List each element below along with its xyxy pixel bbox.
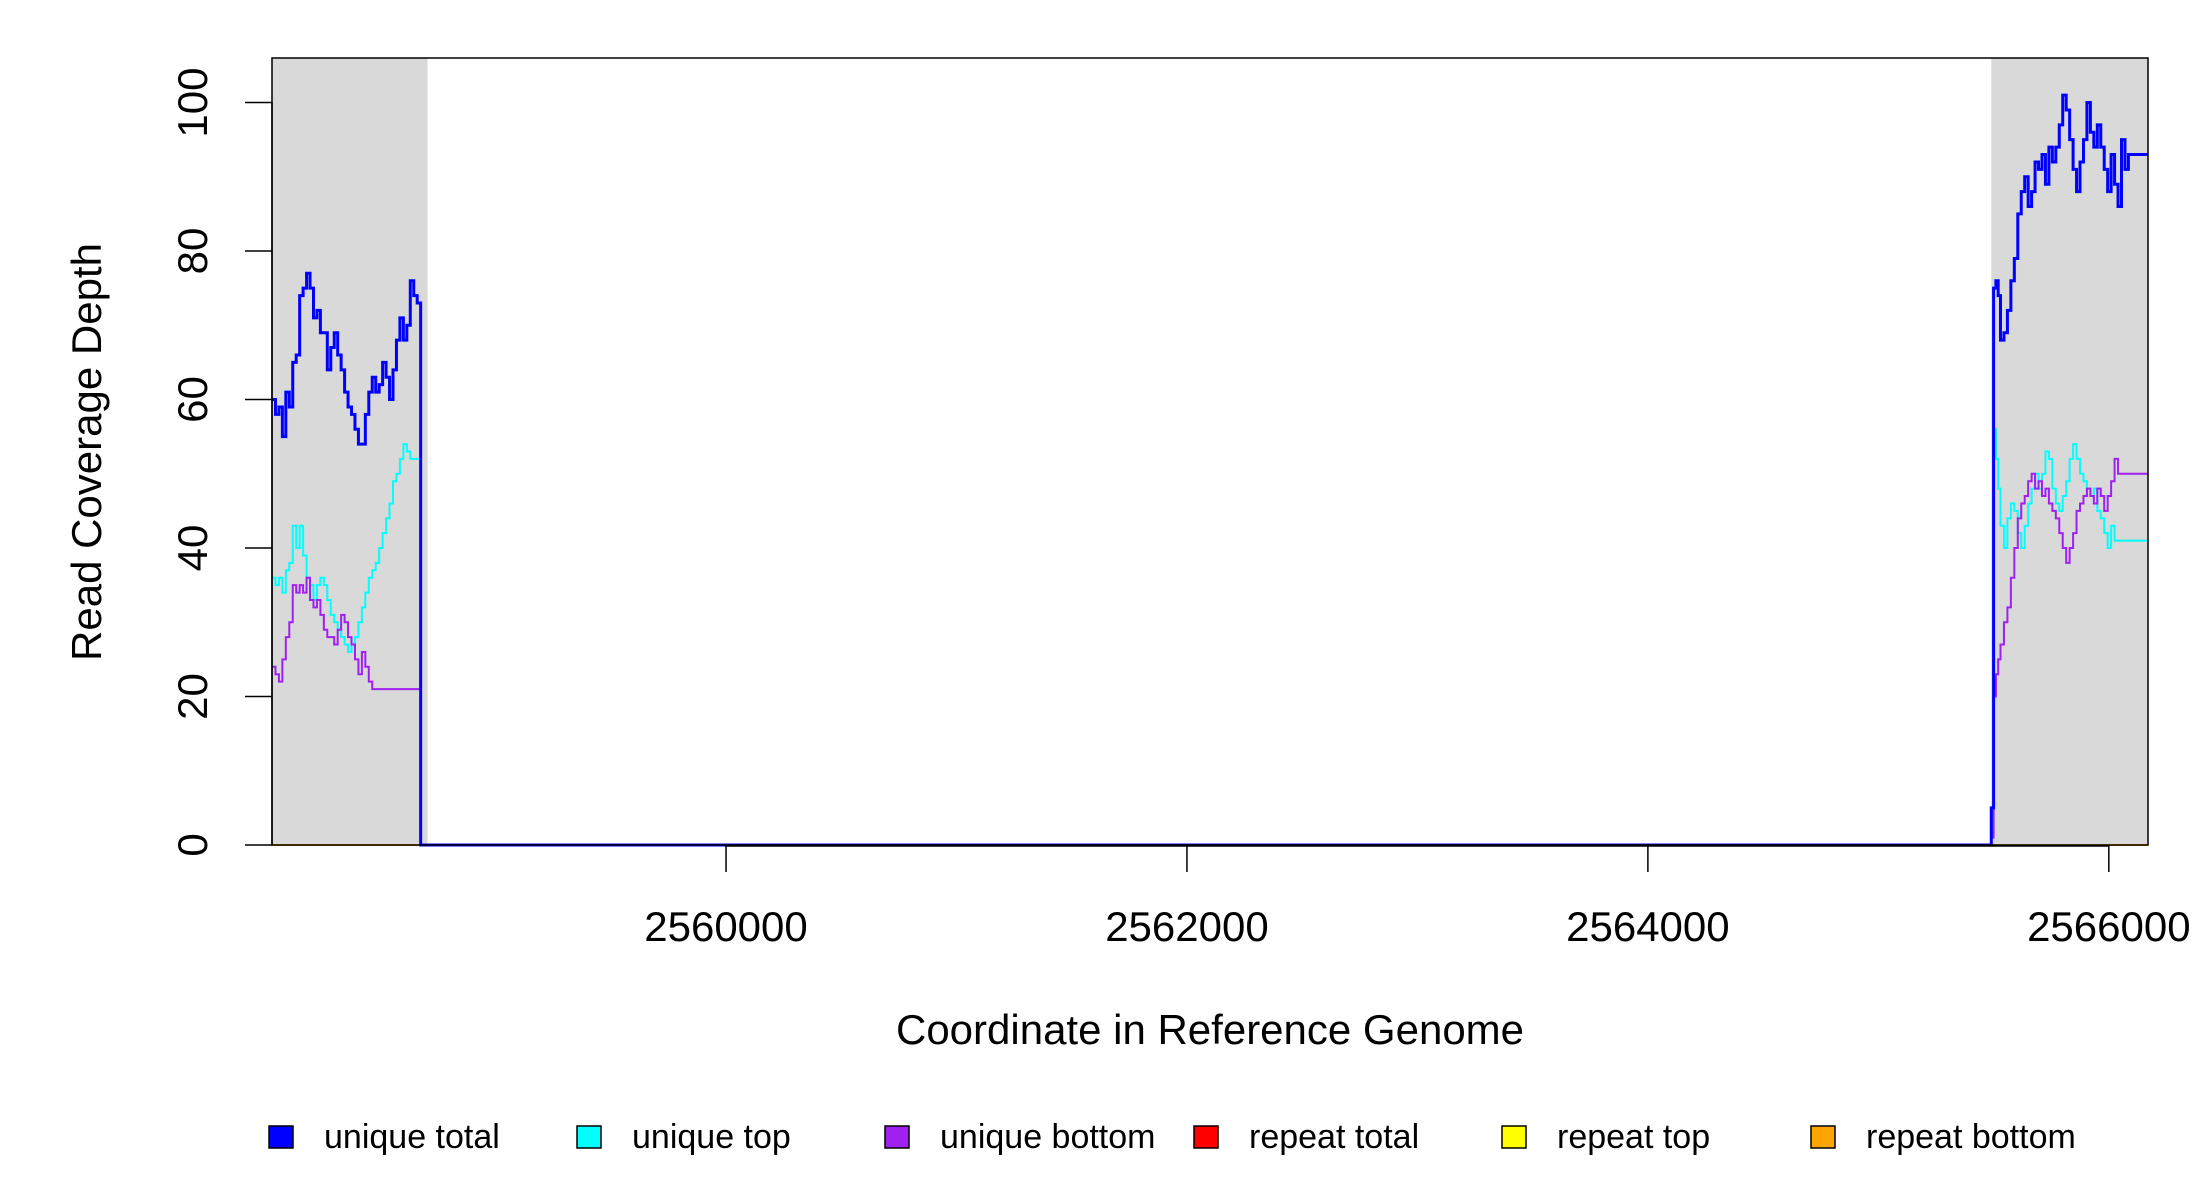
shaded-region-2 (1991, 58, 2148, 845)
legend-label: unique total (324, 1118, 500, 1156)
y-axis-label: Read Coverage Depth (63, 243, 110, 661)
legend-item-repeat-bottom: repeat bottom (1810, 1118, 2076, 1156)
legend-swatch (1810, 1125, 1836, 1149)
legend-swatch (576, 1125, 602, 1149)
x-tick-label: 2566000 (2027, 903, 2191, 950)
y-tick-label: 40 (169, 525, 216, 572)
y-tick-label: 0 (169, 833, 216, 856)
legend-swatch (884, 1125, 910, 1149)
legend-swatch (1501, 1125, 1527, 1149)
shaded-regions (272, 58, 2148, 845)
x-tick-label: 2562000 (1105, 903, 1269, 950)
x-axis: 2560000 2562000 2564000 2566000 (644, 845, 2191, 950)
legend-label: repeat total (1249, 1118, 1419, 1156)
legend-item-repeat-total: repeat total (1193, 1118, 1419, 1156)
legend-swatch (268, 1125, 294, 1149)
series-line-unique-top (272, 428, 2148, 846)
legend-item-unique-bottom: unique bottom (884, 1118, 1156, 1156)
y-axis: 0 20 40 60 80 100 (169, 68, 273, 857)
legend-item-repeat-top: repeat top (1501, 1118, 1710, 1156)
legend-item-unique-total: unique total (268, 1118, 500, 1156)
legend-label: unique bottom (940, 1118, 1156, 1156)
series-line-unique-bottom (272, 457, 2148, 846)
y-tick-label: 80 (169, 228, 216, 275)
legend-swatch (1193, 1125, 1219, 1149)
series-line-unique-total (272, 93, 2148, 847)
legend-label: unique top (632, 1118, 791, 1156)
y-tick-label: 60 (169, 376, 216, 423)
legend-item-unique-top: unique top (576, 1118, 791, 1156)
y-tick-label: 20 (169, 673, 216, 720)
x-tick-label: 2560000 (644, 903, 808, 950)
x-axis-label: Coordinate in Reference Genome (896, 1006, 1524, 1053)
legend-label: repeat top (1557, 1118, 1710, 1156)
series-lines (272, 93, 2148, 847)
shaded-region-1 (272, 58, 428, 845)
x-tick-label: 2564000 (1566, 903, 1730, 950)
plot-frame (271, 57, 2149, 846)
y-tick-label: 100 (169, 68, 216, 138)
legend: unique total unique top unique bottom repea… (268, 1118, 2076, 1156)
legend-label: repeat bottom (1866, 1118, 2076, 1156)
